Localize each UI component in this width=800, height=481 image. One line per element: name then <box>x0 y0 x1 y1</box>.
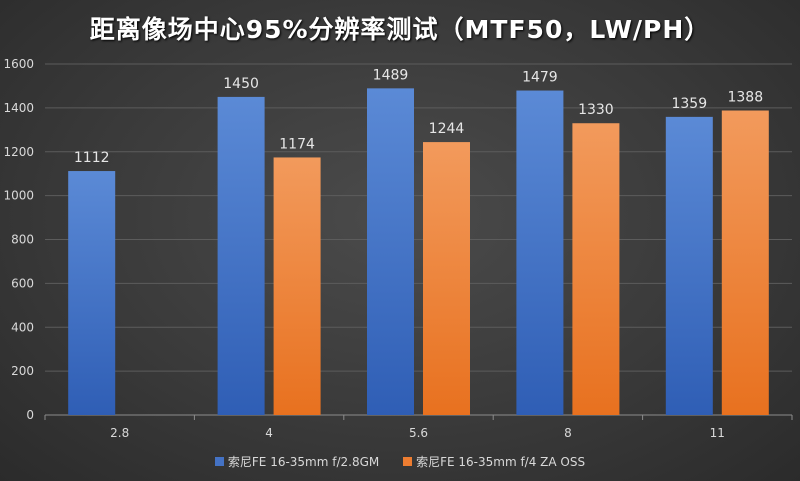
y-axis-ticks: 0 200 400 600 800 1000 1200 1400 1600 <box>3 57 34 422</box>
legend: 索尼FE 16-35mm f/2.8GM 索尼FE 16-35mm f/4 ZA… <box>0 453 800 470</box>
bar-series-2-11[interactable] <box>721 110 769 415</box>
legend-item-series-1[interactable]: 索尼FE 16-35mm f/2.8GM <box>214 453 380 470</box>
data-label-series-1: 1359 <box>671 96 707 112</box>
bar-series-2-5.6[interactable] <box>423 142 470 415</box>
bar-series-2-8[interactable] <box>572 123 620 415</box>
bar-series-1-11[interactable] <box>665 116 713 415</box>
data-label-series-1: 1112 <box>74 150 110 166</box>
data-label-series-2: 1244 <box>429 121 465 137</box>
y-tick-label: 200 <box>11 364 34 378</box>
data-label-series-1: 1479 <box>522 70 558 86</box>
x-axis-ticks: 2.8 4 5.6 8 11 <box>110 426 725 440</box>
y-tick-label: 600 <box>11 276 34 290</box>
y-tick-label: 0 <box>26 408 34 422</box>
legend-item-series-2[interactable]: 索尼FE 16-35mm f/4 ZA OSS <box>403 453 585 470</box>
bar-series-1-8[interactable] <box>516 90 564 415</box>
gridlines <box>44 63 793 420</box>
legend-label-series-2: 索尼FE 16-35mm f/4 ZA OSS <box>416 455 586 469</box>
data-label-series-2: 1388 <box>727 90 763 106</box>
bar-series-1-4[interactable] <box>217 96 265 415</box>
data-label-series-2: 1174 <box>279 136 315 152</box>
legend-label-series-1: 索尼FE 16-35mm f/2.8GM <box>227 455 380 469</box>
x-tick-label: 11 <box>710 426 725 440</box>
bar-series-1-5.6[interactable] <box>367 88 414 416</box>
x-tick-label: 4 <box>265 426 273 440</box>
y-tick-label: 1400 <box>3 101 34 115</box>
x-tick-label: 2.8 <box>110 426 129 440</box>
chart-title: 距离像场中心95%分辨率测试（MTF50，LW/PH） <box>89 15 711 44</box>
y-tick-label: 800 <box>11 233 34 247</box>
y-tick-label: 1200 <box>3 145 34 159</box>
x-tick-label: 5.6 <box>409 426 428 440</box>
bars <box>68 88 769 416</box>
bar-series-2-4[interactable] <box>273 157 321 416</box>
y-tick-label: 1600 <box>3 57 34 71</box>
bar-series-1-2.8[interactable] <box>68 171 116 415</box>
y-tick-label: 1000 <box>3 189 34 203</box>
legend-swatch-series-1 <box>214 457 224 466</box>
y-tick-label: 400 <box>11 320 34 334</box>
data-label-series-1: 1489 <box>373 67 409 83</box>
data-labels: 1112 1450 1174 1489 1244 1479 1330 1359 1388 <box>74 67 763 166</box>
x-tick-label: 8 <box>564 426 572 440</box>
data-label-series-1: 1450 <box>223 76 259 92</box>
data-label-series-2: 1330 <box>578 102 614 118</box>
legend-swatch-series-2 <box>403 457 413 466</box>
